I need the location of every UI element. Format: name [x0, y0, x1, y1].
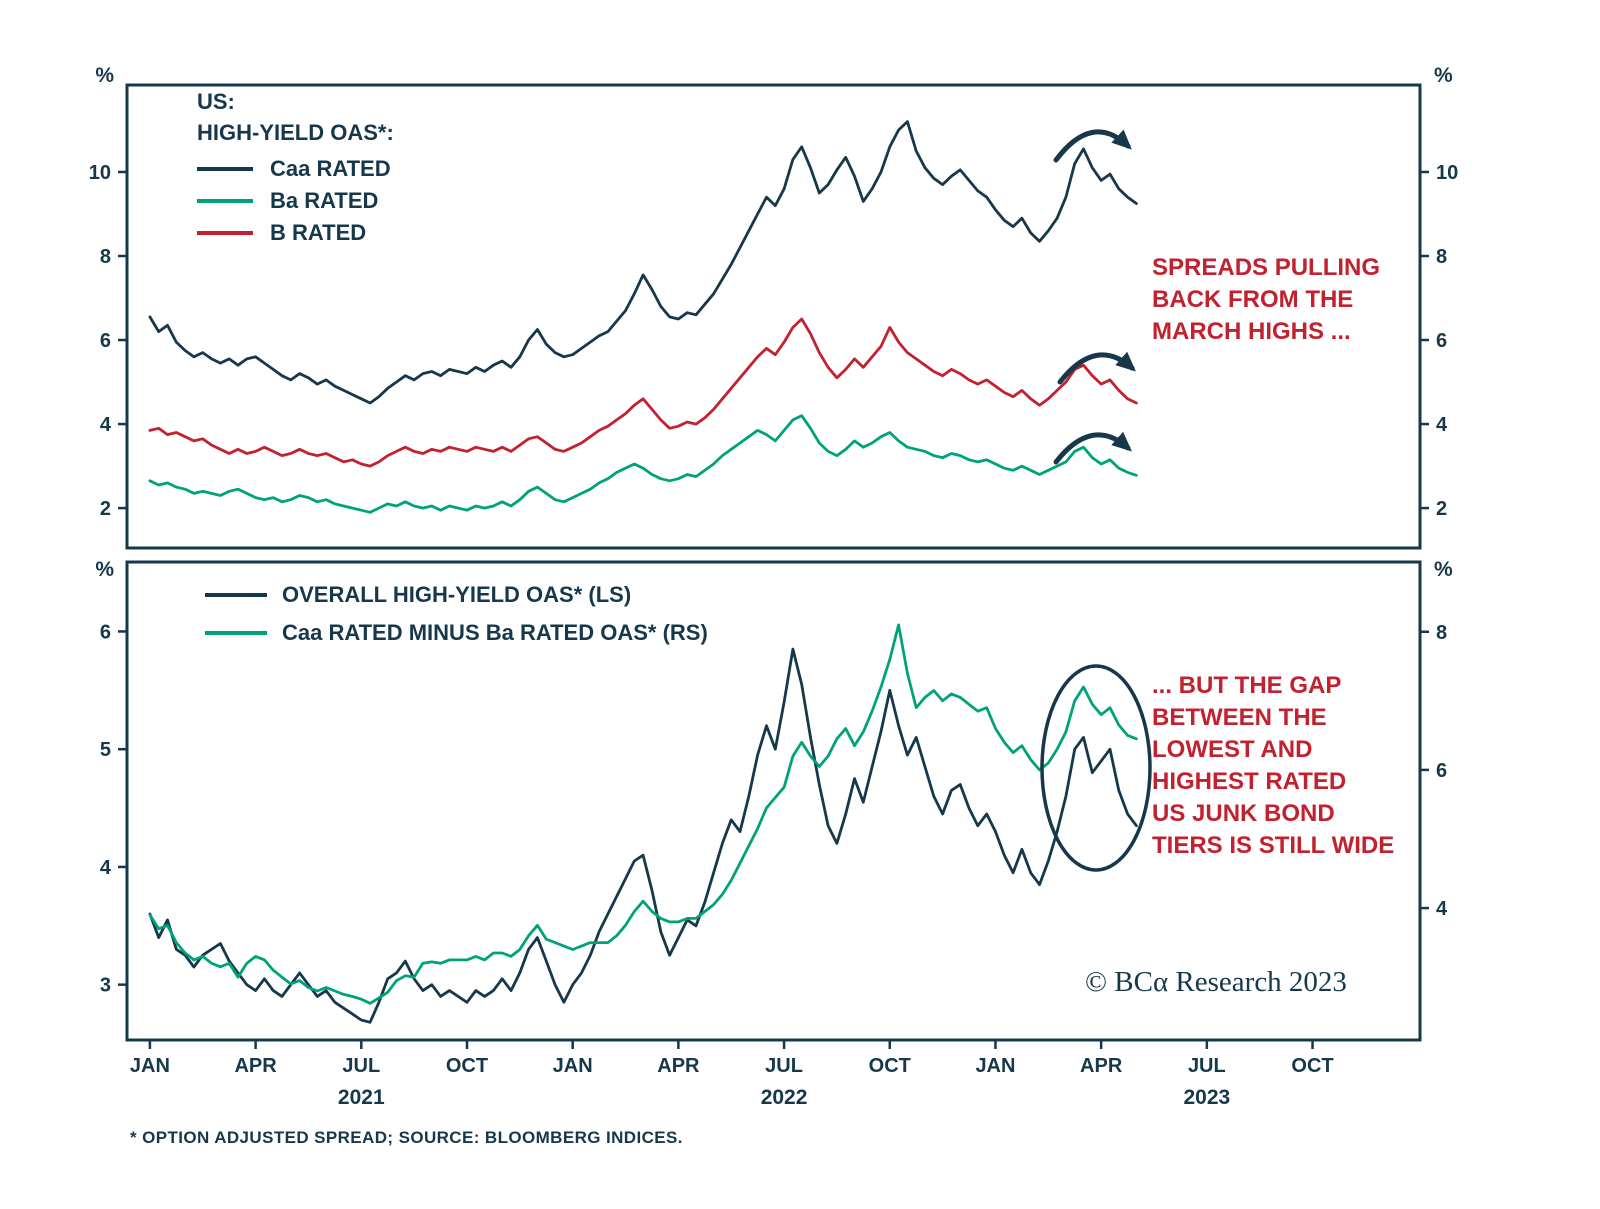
- y-tick-label-left: 8: [100, 246, 111, 268]
- drawn-annotations: [1040, 129, 1152, 872]
- x-tick-label: JUL: [1188, 1055, 1226, 1077]
- y-tick-label-left: 3: [100, 975, 111, 997]
- series-lines: [148, 120, 1138, 1024]
- axis-unit-bottom-left: %: [95, 558, 114, 581]
- legend-swatch-caa: [197, 167, 253, 171]
- copyright-bca-research: © BCα Research 2023: [1085, 966, 1347, 998]
- legend-top-heading: US: HIGH-YIELD OAS*:: [197, 86, 394, 148]
- legend-label-caa-minus-ba: Caa RATED MINUS Ba RATED OAS* (RS): [282, 620, 708, 645]
- footnote-source: * OPTION ADJUSTED SPREAD; SOURCE: BLOOMB…: [130, 1128, 683, 1147]
- y-tick-label-left: 5: [100, 739, 111, 761]
- x-tick-label: JAN: [975, 1055, 1015, 1077]
- x-tick-label: OCT: [1291, 1055, 1333, 1077]
- pullback-arrow-caa-icon: [1053, 129, 1132, 163]
- x-tick-label: OCT: [446, 1055, 488, 1077]
- y-tick-label-right: 4: [1436, 414, 1448, 436]
- pullback-arrow-b-icon: [1057, 351, 1136, 385]
- y-tick-label-left: 6: [100, 621, 111, 643]
- annotation-spreads-pulling-back: SPREADS PULLING BACK FROM THE MARCH HIGH…: [1152, 254, 1381, 345]
- axis-unit-top-right: %: [1434, 64, 1453, 87]
- y-tick-label-left: 4: [100, 414, 112, 436]
- legend-swatch-overall: [205, 593, 267, 597]
- panel-frame-top: [125, 83, 1422, 550]
- legend-item-caa-minus-ba: Caa RATED MINUS Ba RATED OAS* (RS): [205, 614, 708, 652]
- axis-ticks-and-labels: 2 4 6 8 10 2 4 6 8 10 3 4 5 6 4 6 8 JAN APR JUL OCT JAN APR JUL…: [89, 162, 1459, 1109]
- x-tick-label: JAN: [130, 1055, 170, 1077]
- x-year-label: 2021: [338, 1086, 385, 1109]
- line-overall-high-yield-oas: [148, 647, 1138, 1024]
- legend-heading-region: US:: [197, 89, 235, 114]
- y-tick-label-left: 2: [100, 498, 111, 520]
- legend-label-caa: Caa RATED: [270, 156, 391, 181]
- y-tick-label-left: 6: [100, 330, 111, 352]
- y-tick-label-right: 10: [1436, 162, 1458, 184]
- legend-swatch-ba: [197, 199, 253, 203]
- x-tick-label: OCT: [869, 1055, 911, 1077]
- x-tick-label: APR: [657, 1055, 700, 1077]
- legend-item-overall-oas: OVERALL HIGH-YIELD OAS* (LS): [205, 576, 708, 614]
- x-year-label: 2022: [761, 1086, 808, 1109]
- legend-heading-metric: HIGH-YIELD OAS*:: [197, 120, 394, 145]
- legend-item-caa-rated: Caa RATED: [197, 153, 391, 185]
- legend-top: Caa RATED Ba RATED B RATED: [197, 153, 391, 249]
- pullback-arrow-ba-icon: [1053, 431, 1132, 465]
- x-tick-label: APR: [1080, 1055, 1123, 1077]
- axis-unit-top-left: %: [95, 64, 114, 87]
- legend-swatch-caa-minus-ba: [205, 631, 267, 635]
- y-tick-label-left: 4: [100, 857, 112, 879]
- legend-bottom: OVERALL HIGH-YIELD OAS* (LS) Caa RATED M…: [205, 576, 708, 652]
- axis-unit-bottom-right: %: [1434, 558, 1453, 581]
- legend-item-b-rated: B RATED: [197, 217, 391, 249]
- legend-swatch-b: [197, 231, 253, 235]
- line-b-rated: [148, 317, 1138, 468]
- x-tick-label: APR: [234, 1055, 277, 1077]
- x-tick-label: JUL: [765, 1055, 803, 1077]
- y-tick-label-right: 8: [1436, 622, 1447, 644]
- x-tick-label: JAN: [553, 1055, 593, 1077]
- legend-label-b: B RATED: [270, 220, 367, 245]
- line-ba-rated: [148, 414, 1138, 514]
- y-tick-label-right: 2: [1436, 498, 1447, 520]
- annotation-gap-still-wide: ... BUT THE GAP BETWEEN THE LOWEST AND H…: [1152, 672, 1395, 859]
- line-caa-minus-ba-oas: [148, 623, 1138, 1005]
- y-tick-label-right: 6: [1436, 760, 1447, 782]
- y-tick-label-right: 4: [1436, 898, 1448, 920]
- legend-item-ba-rated: Ba RATED: [197, 185, 391, 217]
- panel-frame-bottom: [125, 560, 1422, 1042]
- y-tick-label-left: 10: [89, 162, 111, 184]
- y-tick-label-right: 8: [1436, 246, 1447, 268]
- legend-label-ba: Ba RATED: [270, 188, 379, 213]
- x-year-label: 2023: [1183, 1086, 1230, 1109]
- gap-highlight-ellipse: [1040, 664, 1152, 872]
- line-caa-rated: [148, 120, 1138, 405]
- x-tick-label: JUL: [342, 1055, 380, 1077]
- y-tick-label-right: 6: [1436, 330, 1447, 352]
- panel-frames: [125, 83, 1422, 1042]
- legend-label-overall: OVERALL HIGH-YIELD OAS* (LS): [282, 582, 632, 607]
